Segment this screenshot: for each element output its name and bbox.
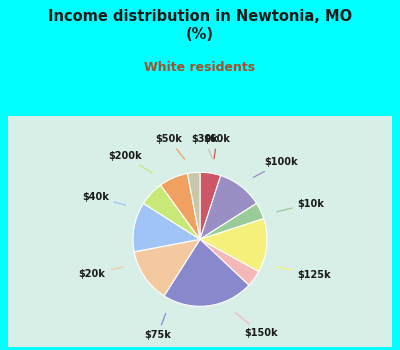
Wedge shape (161, 174, 200, 239)
Wedge shape (164, 239, 249, 306)
Text: $150k: $150k (236, 313, 278, 338)
Wedge shape (134, 239, 200, 296)
Text: $100k: $100k (253, 157, 298, 177)
Text: $200k: $200k (108, 151, 152, 173)
Text: $40k: $40k (82, 192, 126, 205)
Wedge shape (144, 185, 200, 239)
Text: $125k: $125k (277, 267, 331, 280)
Text: White residents: White residents (144, 61, 256, 74)
Wedge shape (200, 176, 256, 239)
Wedge shape (200, 239, 259, 285)
Wedge shape (200, 219, 267, 272)
Text: $60k: $60k (204, 134, 230, 159)
Text: $50k: $50k (156, 134, 184, 159)
Wedge shape (200, 172, 221, 239)
FancyBboxPatch shape (8, 116, 392, 346)
Text: $30k: $30k (191, 134, 218, 159)
Text: $75k: $75k (144, 314, 171, 341)
Wedge shape (200, 203, 264, 239)
Text: $20k: $20k (79, 267, 123, 279)
Text: $10k: $10k (277, 199, 324, 212)
Text: Income distribution in Newtonia, MO
(%): Income distribution in Newtonia, MO (%) (48, 9, 352, 42)
Wedge shape (188, 172, 200, 239)
Wedge shape (133, 203, 200, 252)
